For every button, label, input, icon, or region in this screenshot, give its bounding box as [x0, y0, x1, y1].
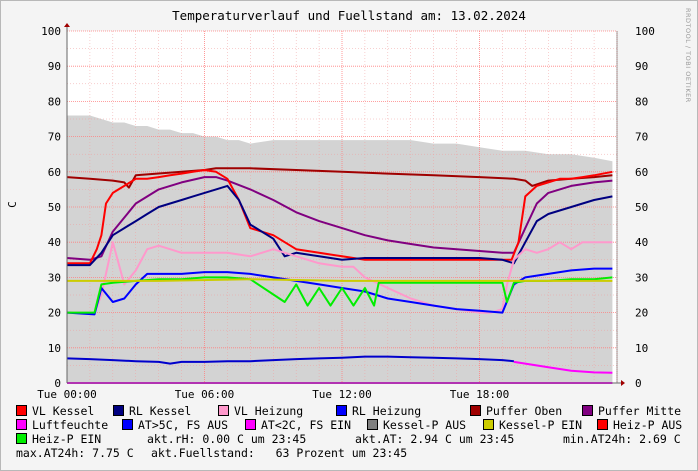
- fuellstand-area: [67, 115, 613, 383]
- info-current-at: akt.AT: 2.94 C um 23:45: [355, 432, 515, 446]
- legend-item-vl-kessel: VL Kessel: [16, 405, 94, 418]
- legend-item-at-below-2c: AT<2C, FS EIN: [245, 419, 351, 432]
- series-line-kessel-p-ein: [67, 278, 613, 282]
- y-tick-label-right: 50: [635, 201, 648, 214]
- info-min-at: min.AT24h: 2.69 C: [563, 432, 681, 446]
- legend-swatch: [483, 419, 494, 430]
- info-current-rh: akt.rH: 0.00 C um 23:45: [147, 432, 307, 446]
- legend-label: AT>5C, FS AUS: [138, 418, 229, 432]
- x-tick-label: Tue 00:00: [37, 388, 97, 401]
- series-line-at-2c-fs-ein: [513, 360, 613, 374]
- x-axis-arrow: [621, 380, 625, 386]
- legend-swatch: [367, 419, 378, 430]
- legend-swatch: [122, 419, 133, 430]
- legend-item-at-above-5c: AT>5C, FS AUS: [122, 419, 228, 432]
- y-tick-label-left: 90: [48, 60, 61, 73]
- legend-item-rl-heizung: RL Heizung: [336, 405, 421, 418]
- legend-swatch: [16, 433, 27, 444]
- y-tick-label-left: 0: [54, 377, 61, 390]
- y-tick-label-left: 80: [48, 95, 61, 108]
- y-tick-label-right: 90: [635, 60, 648, 73]
- legend-label: Luftfeuchte: [32, 418, 109, 432]
- y-tick-label-left: 20: [48, 307, 61, 320]
- legend-label: VL Kessel: [32, 404, 95, 418]
- y-tick-label-right: 30: [635, 271, 648, 284]
- series-line-at-5c-fs-aus: [66, 355, 514, 365]
- legend-swatch: [336, 405, 347, 416]
- y-tick-label-left: 100: [41, 25, 61, 38]
- y-tick-label-left: 30: [48, 271, 61, 284]
- legend-label: Puffer Mitte: [598, 404, 682, 418]
- chart-title: Temperaturverlauf und Fuellstand am: 13.…: [172, 8, 526, 23]
- info-max-at: max.AT24h: 7.75 C: [16, 446, 134, 460]
- y-tick-label-left: 70: [48, 131, 61, 144]
- legend-item-rl-kessel: RL Kessel: [113, 405, 191, 418]
- series-line-vl-kessel: [67, 169, 613, 265]
- x-tick-label: Tue 18:00: [450, 388, 510, 401]
- y-tick-label-right: 20: [635, 307, 648, 320]
- y-axis-label: C: [5, 201, 19, 208]
- x-tick-label: Tue 12:00: [312, 388, 372, 401]
- legend-swatch: [245, 419, 256, 430]
- legend-label: Puffer Oben: [486, 404, 563, 418]
- x-tick-label: Tue 06:00: [175, 388, 235, 401]
- y-tick-label-left: 10: [48, 342, 61, 355]
- legend-swatch: [597, 419, 608, 430]
- legend-item-puffer-oben: Puffer Oben: [470, 405, 562, 418]
- legend-item-puffer-mitte: Puffer Mitte: [582, 405, 681, 418]
- y-tick-label-right: 60: [635, 166, 648, 179]
- legend-swatch: [470, 405, 481, 416]
- legend-label: AT<2C, FS EIN: [261, 418, 352, 432]
- y-tick-label-right: 40: [635, 236, 648, 249]
- legend-item-vl-heizung: VL Heizung: [218, 405, 303, 418]
- y-tick-label-right: 80: [635, 95, 648, 108]
- legend-item-heiz-p-ein: Heiz-P EIN: [16, 433, 101, 446]
- series-line-puffer-mitte: [66, 176, 613, 261]
- info-fuellstand: akt.Fuellstand: 63 Prozent um 23:45: [151, 446, 408, 460]
- y-tick-label-right: 100: [635, 25, 655, 38]
- y-tick-label-right: 10: [635, 342, 648, 355]
- rrdtool-watermark: RRDTOOL / TOBI OETIKER: [684, 8, 692, 103]
- legend-label: Kessel-P AUS: [383, 418, 467, 432]
- legend-item-heiz-p-aus: Heiz-P AUS: [597, 419, 682, 432]
- legend-swatch: [113, 405, 124, 416]
- y-tick-label-left: 40: [48, 236, 61, 249]
- y-axis-arrow: [64, 23, 70, 27]
- y-tick-label-right: 0: [635, 377, 642, 390]
- series-line-vl-heizung: [67, 241, 613, 314]
- legend-swatch: [16, 405, 27, 416]
- legend-label: Kessel-P EIN: [499, 418, 583, 432]
- legend-label: RL Heizung: [352, 404, 422, 418]
- legend-item-kessel-p-ein: Kessel-P EIN: [483, 419, 582, 432]
- legend-label: VL Heizung: [234, 404, 304, 418]
- y-tick-label-left: 60: [48, 166, 61, 179]
- legend-swatch: [16, 419, 27, 430]
- legend-item-luftfeuchte: Luftfeuchte: [16, 419, 108, 432]
- legend-swatch: [582, 405, 593, 416]
- y-tick-label-right: 70: [635, 131, 648, 144]
- legend-label: RL Kessel: [129, 404, 192, 418]
- legend-item-kessel-p-aus: Kessel-P AUS: [367, 419, 466, 432]
- legend-swatch: [218, 405, 229, 416]
- y-tick-label-left: 50: [48, 201, 61, 214]
- series-line-heiz-p-ein: [67, 276, 613, 314]
- legend-label: Heiz-P AUS: [613, 418, 683, 432]
- legend-label: Heiz-P EIN: [32, 432, 102, 446]
